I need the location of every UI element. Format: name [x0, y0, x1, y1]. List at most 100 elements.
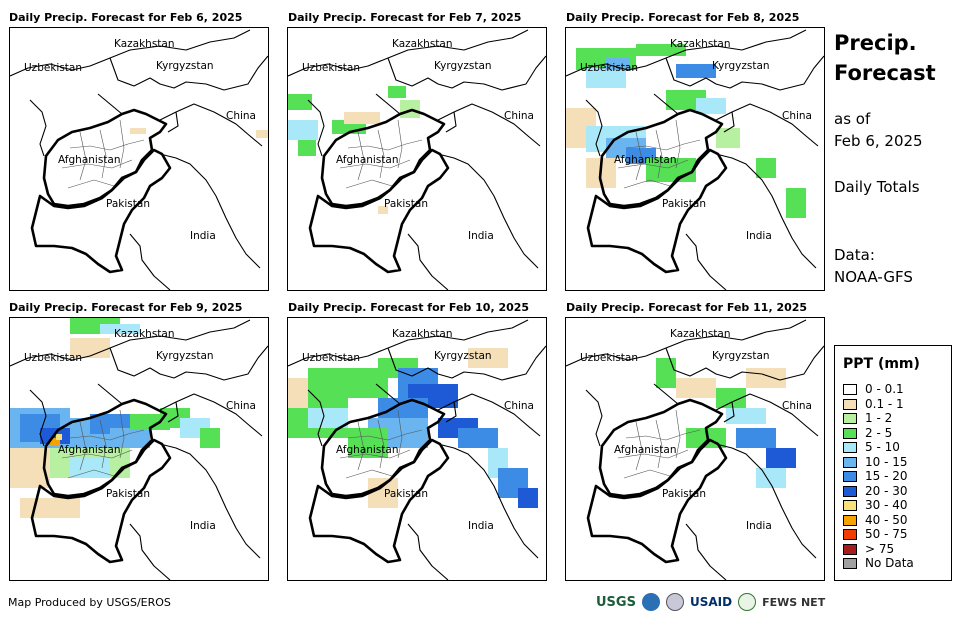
country-label-india: India	[190, 520, 216, 532]
country-label-india: India	[746, 230, 772, 242]
precip-cell	[458, 428, 498, 448]
legend-swatch	[843, 558, 857, 569]
state-seal-icon	[665, 593, 684, 611]
legend-swatch	[843, 384, 857, 395]
panel-title-2: Daily Precip. Forecast for Feb 7, 2025	[288, 11, 522, 24]
country-label-afghanistan: Afghanistan	[614, 154, 677, 166]
country-label-afghanistan: Afghanistan	[336, 154, 399, 166]
country-label-kazakhstan: Kazakhstan	[114, 38, 175, 50]
country-label-india: India	[468, 520, 494, 532]
country-label-kyrgyzstan: Kyrgyzstan	[712, 60, 770, 72]
pakistan-outline	[30, 438, 172, 564]
border-lines	[10, 319, 268, 580]
border-lines	[566, 319, 824, 580]
precip-cell	[726, 408, 766, 424]
country-label-afghanistan: Afghanistan	[58, 444, 121, 456]
pakistan-outline	[308, 438, 450, 564]
precip-cell	[348, 428, 388, 458]
country-label-kazakhstan: Kazakhstan	[392, 38, 453, 50]
province-lines	[617, 119, 701, 189]
legend-item: 5 - 10	[843, 440, 900, 454]
country-label-china: China	[782, 400, 812, 412]
precip-cell	[344, 112, 380, 124]
precip-cell	[288, 94, 312, 110]
panel-title-5: Daily Precip. Forecast for Feb 10, 2025	[288, 301, 530, 314]
legend-item: No Data	[843, 556, 914, 570]
country-label-afghanistan: Afghanistan	[336, 444, 399, 456]
precip-cell	[308, 408, 348, 428]
precip-cell	[656, 358, 676, 388]
map-panel-feb9: Kazakhstan Uzbekistan Kyrgyzstan China Afgha…	[9, 317, 269, 581]
precip-cell	[606, 58, 630, 70]
precip-cell	[308, 368, 388, 398]
precip-cell	[20, 498, 80, 518]
pakistan-outline	[308, 148, 450, 274]
precip-cell	[716, 388, 746, 408]
precip-cell	[100, 324, 140, 334]
legend-label: 40 - 50	[865, 512, 908, 527]
country-label-uzbekistan: Uzbekistan	[580, 62, 638, 74]
legend-label: 50 - 75	[865, 527, 908, 541]
precip-cell	[636, 44, 686, 56]
country-label-uzbekistan: Uzbekistan	[302, 352, 360, 364]
legend-item: 30 - 40	[843, 498, 908, 512]
legend-label: No Data	[865, 556, 914, 570]
fewsnet-logo: FEWS NET	[762, 595, 826, 609]
panel-title-3: Daily Precip. Forecast for Feb 8, 2025	[566, 11, 800, 24]
province-lines	[339, 409, 423, 479]
legend-swatch	[843, 471, 857, 482]
country-label-kyrgyzstan: Kyrgyzstan	[712, 350, 770, 362]
map-panel-feb7: Kazakhstan Uzbekistan Kyrgyzstan China Afgha…	[287, 27, 547, 291]
country-label-india: India	[746, 520, 772, 532]
country-label-india: India	[468, 230, 494, 242]
legend-item: 10 - 15	[843, 455, 908, 469]
legend-item: 50 - 75	[843, 527, 908, 541]
precip-cell	[110, 428, 150, 448]
country-label-kazakhstan: Kazakhstan	[114, 328, 175, 340]
precip-cell	[50, 438, 60, 446]
border-lines	[566, 29, 824, 290]
legend-swatch	[843, 456, 857, 468]
legend-item: 20 - 30	[843, 484, 908, 498]
precip-cell	[696, 98, 726, 114]
border-lines	[10, 29, 268, 290]
legend-swatch	[843, 514, 857, 526]
country-label-china: China	[226, 400, 256, 412]
panel-title-4: Daily Precip. Forecast for Feb 9, 2025	[9, 301, 243, 314]
legend-swatch	[843, 529, 857, 540]
country-label-pakistan: Pakistan	[662, 488, 706, 500]
legend-label: 10 - 15	[865, 454, 908, 469]
legend-swatch	[843, 485, 857, 497]
pakistan-outline	[586, 438, 728, 564]
precip-cell	[70, 338, 110, 358]
map-panel-feb8: Kazakhstan Uzbekistan Kyrgyzstan China Afgha…	[565, 27, 825, 291]
map-panel-feb10: Kazakhstan Uzbekistan Kyrgyzstan China Afgha…	[287, 317, 547, 581]
country-label-pakistan: Pakistan	[106, 198, 150, 210]
country-label-kazakhstan: Kazakhstan	[670, 38, 731, 50]
legend-label: 2 - 5	[865, 425, 893, 440]
country-label-kazakhstan: Kazakhstan	[670, 328, 731, 340]
legend-swatch	[843, 500, 857, 511]
precip-cell	[786, 188, 806, 218]
precip-cell	[70, 458, 110, 478]
legend-label: 20 - 30	[865, 483, 908, 498]
precip-cell	[746, 368, 786, 388]
legend-label: 0.1 - 1	[865, 396, 904, 411]
precip-cell	[288, 378, 308, 408]
legend-swatch	[843, 413, 857, 424]
country-label-uzbekistan: Uzbekistan	[580, 352, 638, 364]
precip-cell	[400, 100, 420, 118]
forecast-title-line1: Precip.	[834, 31, 917, 55]
precip-cell	[518, 488, 538, 508]
data-source-label: Data:	[834, 246, 875, 264]
legend-label: 0 - 0.1	[865, 382, 904, 396]
as-of-date: Feb 6, 2025	[834, 132, 923, 150]
legend-swatch	[843, 543, 857, 555]
pakistan-outline	[586, 148, 728, 274]
legend-item: 1 - 2	[843, 411, 892, 425]
map-canvas	[288, 319, 546, 580]
precip-cell	[256, 130, 268, 138]
precip-cell	[646, 158, 696, 182]
country-label-kazakhstan: Kazakhstan	[392, 328, 453, 340]
